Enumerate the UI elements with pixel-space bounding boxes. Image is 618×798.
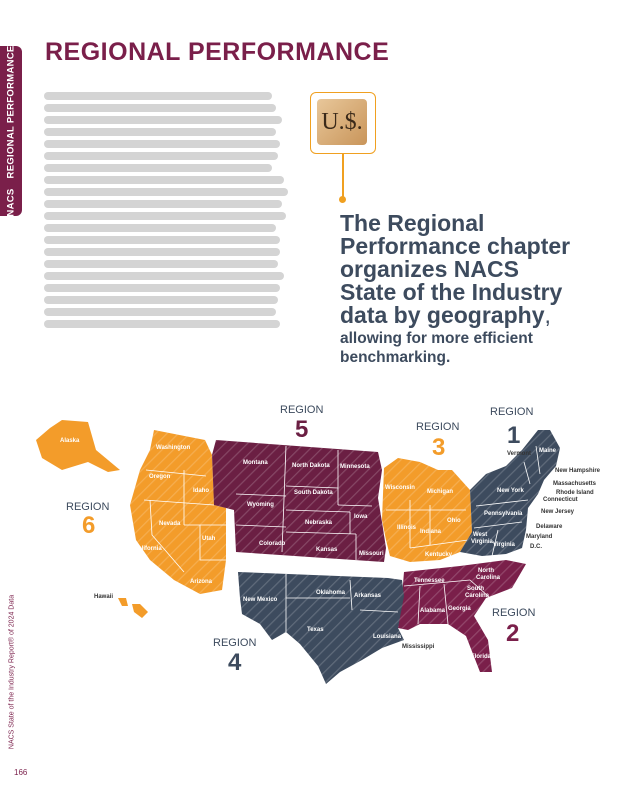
- state-label: New Jersey: [541, 509, 575, 515]
- redacted-text-block: [44, 92, 294, 332]
- pull-quote-headline: The Regional Performance chapter organiz…: [340, 210, 571, 328]
- state-label: Washington: [156, 445, 190, 451]
- state-label: South Dakota: [294, 490, 333, 496]
- region-4-shape: [238, 572, 404, 684]
- state-label: Arkansas: [354, 593, 382, 599]
- state-label: New Hampshire: [555, 468, 601, 474]
- state-label: Arizona: [190, 579, 213, 585]
- region-6-shape: [36, 420, 226, 618]
- state-label: Pennsylvania: [484, 511, 523, 517]
- state-label: Georgia: [448, 606, 471, 612]
- section-tab: [0, 46, 22, 216]
- state-label: New York: [497, 488, 524, 494]
- state-label: Rhode Island: [556, 490, 594, 496]
- region-4-number: 4: [228, 649, 242, 676]
- state-label: Oregon: [149, 474, 171, 480]
- state-label: Massachusetts: [553, 481, 597, 487]
- state-label: Indiana: [420, 529, 442, 535]
- state-label: Carolina: [476, 575, 501, 581]
- state-label: Oklahoma: [316, 590, 346, 596]
- state-label: Maine: [539, 448, 557, 454]
- region-2-shape: [398, 560, 526, 672]
- state-label: Missouri: [359, 551, 384, 557]
- state-label: Louisiana: [373, 634, 402, 640]
- region-1-shape: [460, 430, 560, 557]
- state-label: North Dakota: [292, 463, 330, 469]
- state-label: Delaware: [536, 524, 563, 530]
- pull-quote-subtext: allowing for more efficient benchmarking…: [340, 330, 533, 366]
- state-label: Ohio: [447, 518, 461, 524]
- state-label: Iowa: [354, 514, 368, 520]
- region-1-label: REGION: [490, 406, 533, 418]
- us-regions-map: REGION 1 REGION 2 REGION 3 REGION 4 REGI…: [36, 404, 601, 684]
- page-number: 166: [14, 768, 28, 777]
- state-label: Maryland: [526, 534, 553, 540]
- region-3-shape: [382, 458, 472, 562]
- coin-label: U.$.: [317, 99, 367, 145]
- state-label: South: [467, 586, 484, 592]
- state-label: Connecticut: [543, 497, 578, 503]
- state-label: Vermont: [507, 451, 531, 457]
- callout-connector-line: [342, 153, 344, 197]
- state-label: Illinois: [397, 525, 417, 531]
- state-label: Tennessee: [414, 578, 445, 584]
- region-5-label: REGION: [280, 404, 323, 416]
- state-label: Carolina: [465, 593, 490, 599]
- callout-connector-dot: [339, 196, 346, 203]
- region-3-number: 3: [432, 434, 445, 461]
- region-6-label: REGION: [66, 501, 109, 513]
- state-label: Wisconsin: [385, 485, 415, 491]
- state-label: West: [473, 532, 487, 538]
- currency-coin-image: U.$.: [310, 92, 376, 154]
- report-footer: NACS State of the Industry Report® of 20…: [8, 594, 16, 750]
- state-label: Michigan: [427, 489, 453, 495]
- state-label: Texas: [307, 627, 324, 633]
- state-label: Mississippi: [402, 644, 435, 650]
- state-label: Kentucky: [425, 552, 453, 558]
- state-label: California: [134, 546, 162, 552]
- region-5-number: 5: [295, 416, 308, 443]
- section-tab-label: NACSREGIONAL PERFORMANCE: [5, 45, 17, 217]
- region-3-label: REGION: [416, 421, 459, 433]
- state-label: Florida: [471, 654, 492, 660]
- pull-quote: The Regional Performance chapter organiz…: [340, 212, 610, 367]
- state-label: Alaska: [60, 438, 80, 444]
- state-label: North: [478, 568, 494, 574]
- state-label: Kansas: [316, 547, 338, 553]
- state-label: Virginia: [471, 539, 494, 545]
- state-label: Utah: [202, 536, 216, 542]
- state-label: Idaho: [193, 488, 209, 494]
- state-label: Minnesota: [340, 464, 370, 470]
- state-label: Nevada: [159, 521, 181, 527]
- state-label: Nebraska: [305, 520, 333, 526]
- state-label: Alabama: [420, 608, 446, 614]
- region-2-number: 2: [506, 620, 519, 647]
- region-5-shape: [212, 440, 386, 562]
- state-label: Virginia: [493, 542, 516, 548]
- region-1-number: 1: [507, 422, 520, 449]
- state-label: D.C.: [530, 544, 542, 550]
- state-label: Colorado: [259, 541, 286, 547]
- page-title: REGIONAL PERFORMANCE: [45, 38, 390, 66]
- state-label: Montana: [243, 460, 268, 466]
- region-4-label: REGION: [213, 637, 256, 649]
- region-2-label: REGION: [492, 607, 535, 619]
- state-label: Wyoming: [247, 502, 274, 508]
- region-6-number: 6: [82, 512, 95, 539]
- state-label: Hawaii: [94, 594, 113, 600]
- state-label: New Mexico: [243, 597, 278, 603]
